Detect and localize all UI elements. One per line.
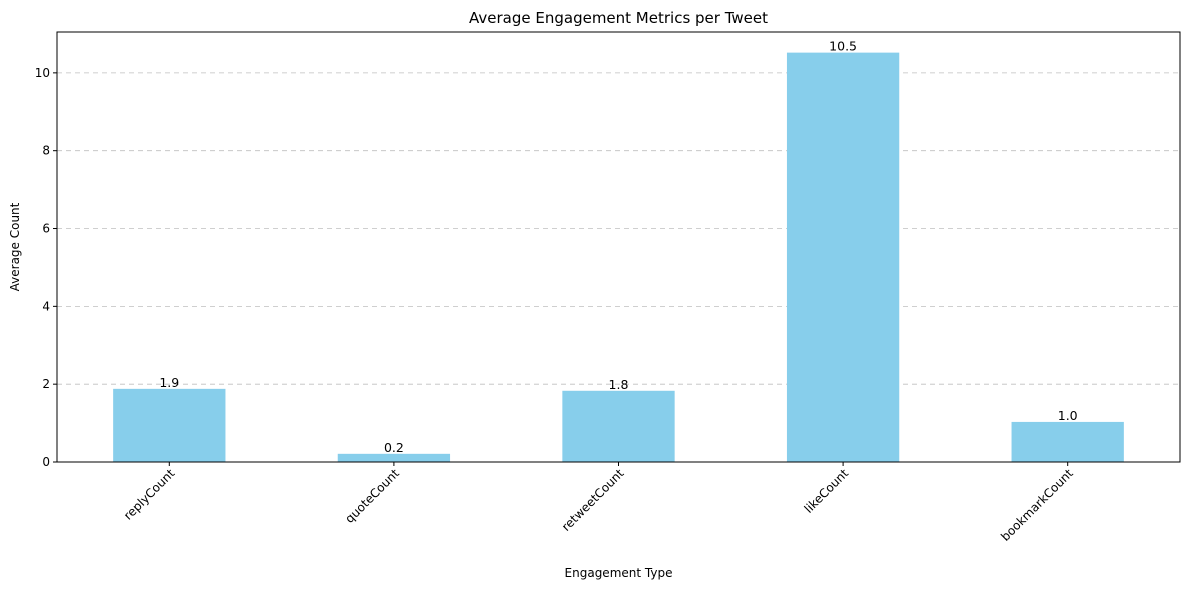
- x-tick-label-likeCount: likeCount: [802, 466, 852, 516]
- bars: [113, 52, 1124, 462]
- chart-title: Average Engagement Metrics per Tweet: [469, 9, 768, 27]
- y-axis-ticks: 0 2 4 6 8 10: [35, 66, 57, 469]
- x-tick-label-quoteCount: quoteCount: [342, 466, 402, 526]
- y-tick-label: 0: [42, 455, 50, 469]
- y-tick-label: 10: [35, 66, 50, 80]
- y-tick-label: 2: [42, 377, 50, 391]
- x-axis-label: Engagement Type: [565, 566, 673, 580]
- data-label-replyCount: 1.9: [159, 375, 179, 390]
- bar-quoteCount: [337, 453, 451, 462]
- data-labels: 1.9 0.2 1.8 10.5 1.0: [159, 39, 1077, 455]
- data-label-likeCount: 10.5: [829, 39, 857, 54]
- bar-bookmarkCount: [1011, 421, 1124, 462]
- y-tick-label: 8: [42, 144, 50, 158]
- x-tick-label-retweetCount: retweetCount: [559, 466, 627, 534]
- bar-likeCount: [786, 52, 900, 462]
- bar-retweetCount: [562, 390, 675, 462]
- data-label-quoteCount: 0.2: [384, 440, 404, 455]
- bar-replyCount: [113, 388, 226, 462]
- data-label-retweetCount: 1.8: [609, 377, 629, 392]
- x-axis-ticks: replyCount quoteCount retweetCount likeCoun…: [121, 462, 1076, 544]
- y-tick-label: 6: [42, 222, 50, 236]
- y-axis-label: Average Count: [8, 202, 22, 291]
- data-label-bookmarkCount: 1.0: [1058, 408, 1078, 423]
- plot-frame: [56, 31, 1181, 463]
- x-tick-label-replyCount: replyCount: [121, 466, 178, 523]
- y-tick-label: 4: [42, 299, 50, 313]
- x-tick-label-bookmarkCount: bookmarkCount: [998, 466, 1076, 544]
